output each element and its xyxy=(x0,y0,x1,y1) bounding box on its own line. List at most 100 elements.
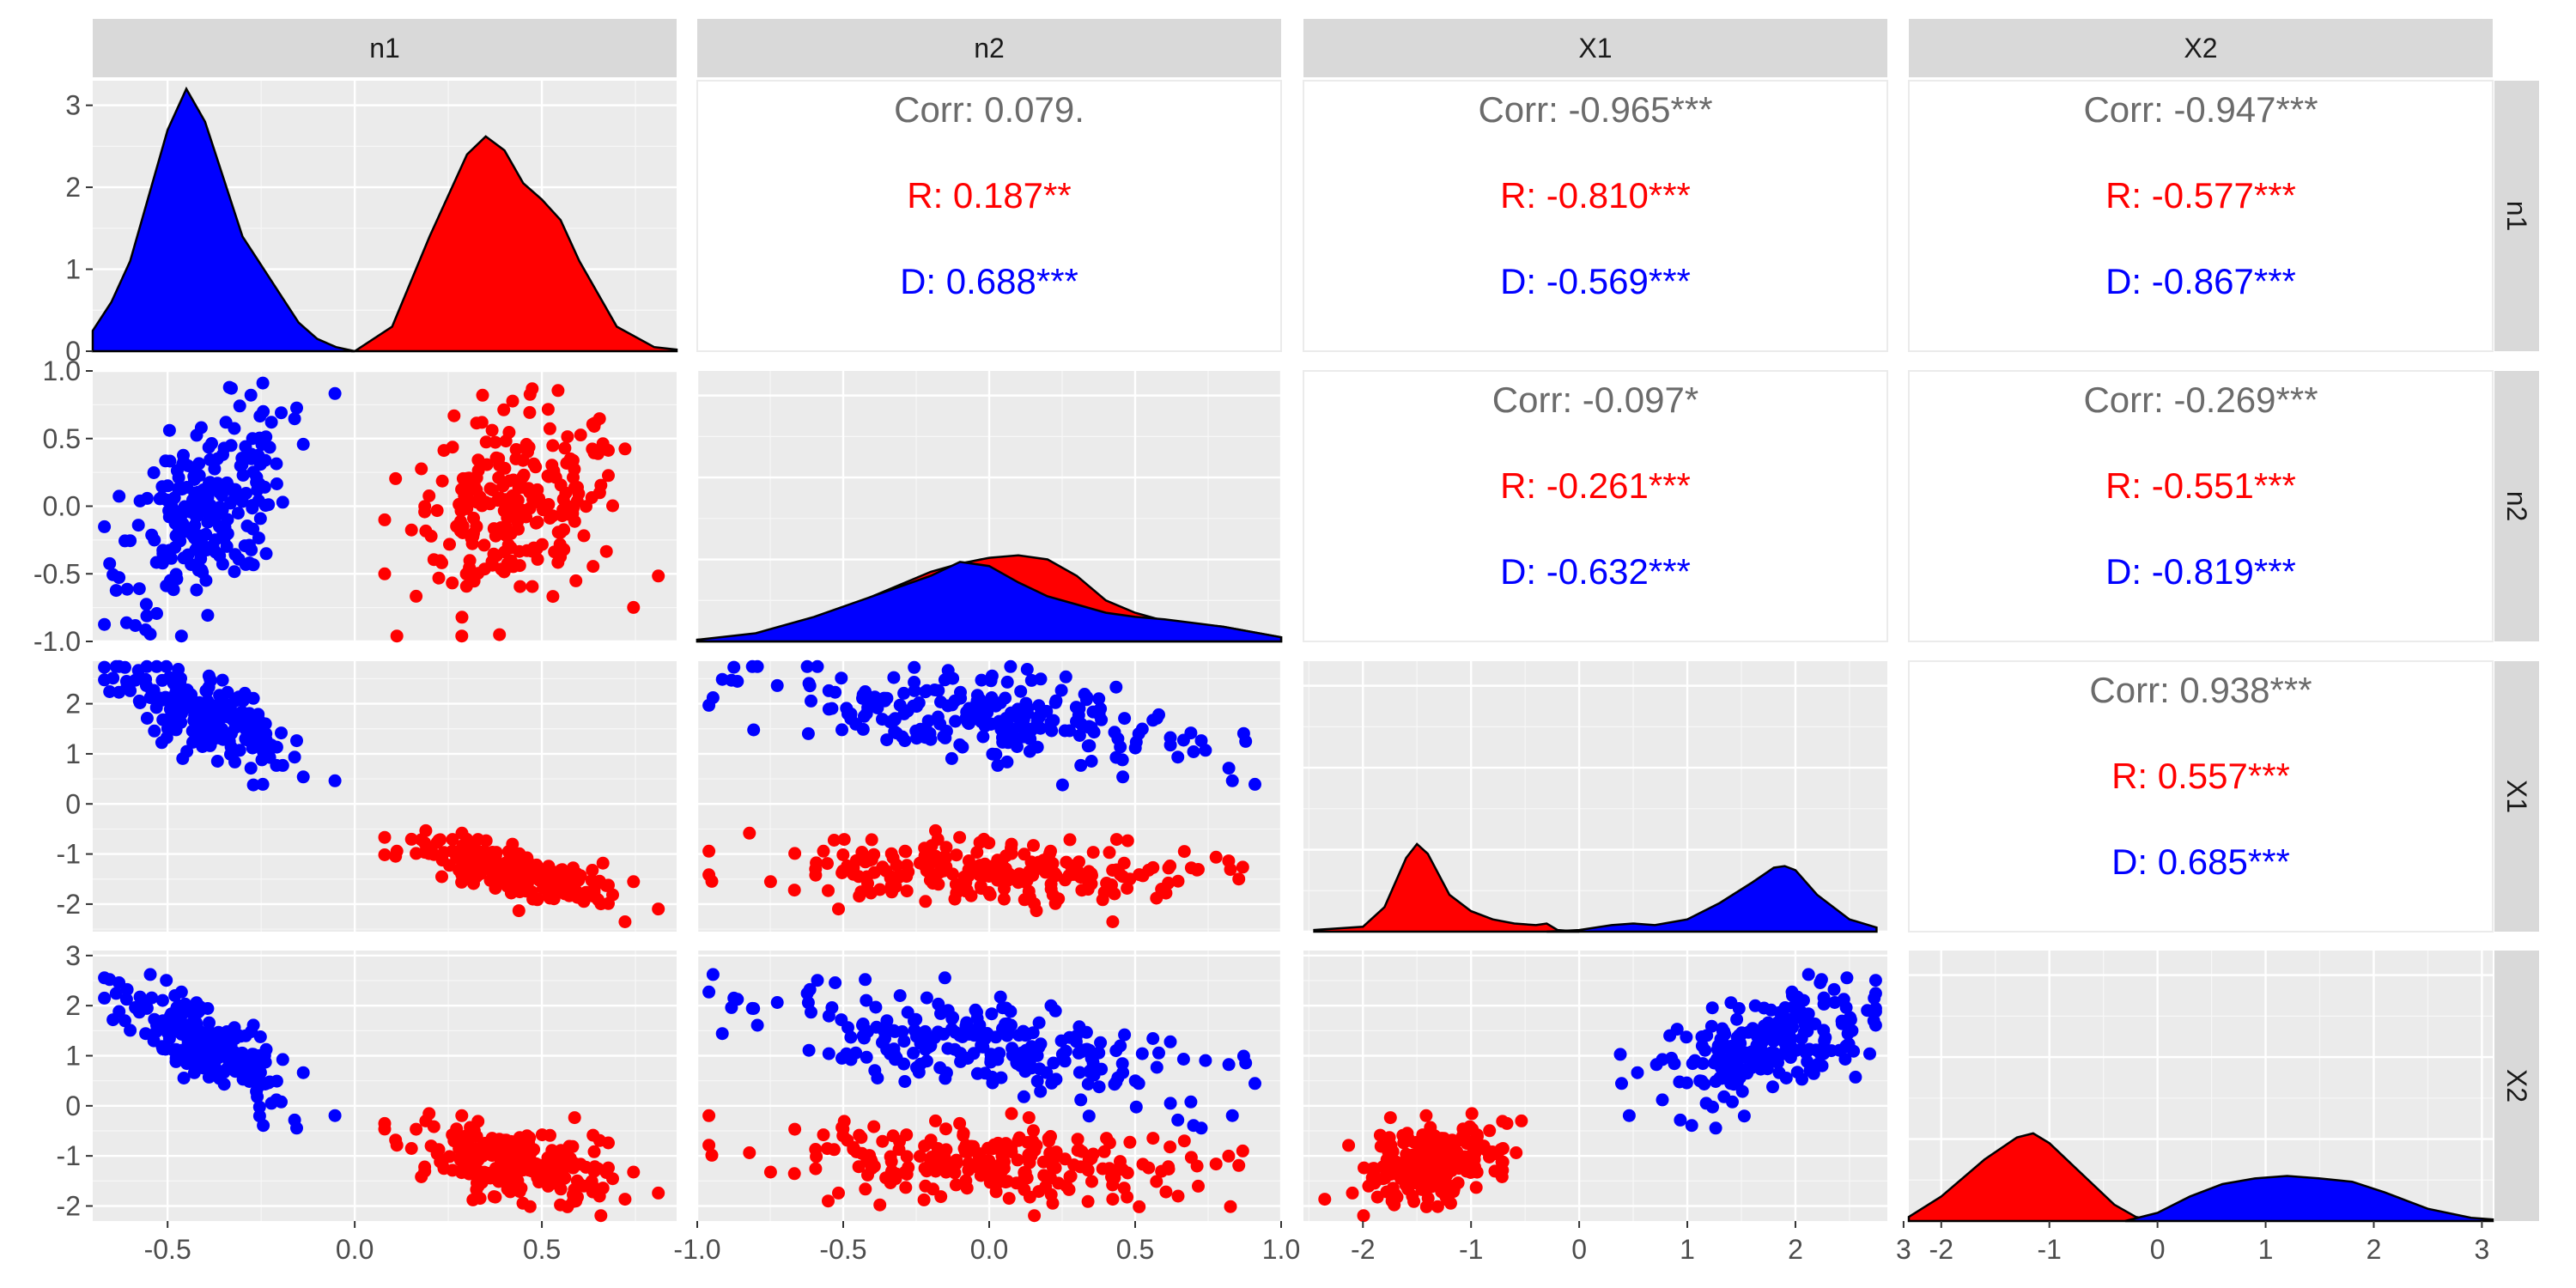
point-R xyxy=(702,868,716,882)
y-tick-label: 1 xyxy=(65,1041,81,1072)
point-D xyxy=(869,1000,883,1014)
point-D xyxy=(953,738,967,751)
point-R xyxy=(788,847,802,860)
point-R xyxy=(1435,1185,1449,1199)
point-R xyxy=(919,895,933,908)
point-D xyxy=(870,1020,884,1034)
point-D xyxy=(1849,1070,1862,1084)
point-R xyxy=(471,495,483,509)
point-R xyxy=(893,868,906,882)
point-D xyxy=(202,440,216,454)
point-R xyxy=(1005,1107,1018,1121)
point-D xyxy=(1023,744,1036,758)
point-R xyxy=(827,1143,841,1157)
point-R xyxy=(1465,1107,1479,1121)
point-D xyxy=(975,673,988,687)
point-D xyxy=(162,712,176,725)
point-D xyxy=(1118,1028,1132,1042)
point-R xyxy=(464,568,477,581)
corr-panel xyxy=(1908,370,2494,642)
point-R xyxy=(889,879,902,893)
point-R xyxy=(1155,1164,1169,1178)
point-D xyxy=(1109,1044,1123,1058)
strip-X1 xyxy=(1303,19,1887,77)
point-R xyxy=(498,461,512,475)
point-D xyxy=(985,691,999,704)
point-D xyxy=(1222,1058,1236,1072)
point-R xyxy=(763,875,777,889)
point-R xyxy=(1121,834,1134,848)
point-D xyxy=(172,471,185,484)
point-R xyxy=(434,554,447,568)
point-D xyxy=(953,1029,967,1042)
point-D xyxy=(232,1064,246,1078)
point-D xyxy=(1049,1072,1063,1086)
density-R-X1 xyxy=(1313,842,1580,933)
point-D xyxy=(193,731,207,744)
point-D xyxy=(933,717,947,731)
point-D xyxy=(975,1038,988,1052)
point-D xyxy=(192,714,206,728)
point-D xyxy=(985,1007,999,1021)
point-D xyxy=(213,1027,227,1040)
point-D xyxy=(1092,1080,1106,1094)
point-D xyxy=(203,1016,216,1030)
corr-label-corr: Corr: 0.938*** xyxy=(2089,670,2312,710)
point-R xyxy=(949,1178,963,1192)
point-D xyxy=(162,423,176,437)
point-D xyxy=(1693,1074,1707,1088)
point-D xyxy=(296,770,310,784)
point-D xyxy=(192,457,206,471)
point-R xyxy=(1346,1186,1359,1200)
point-R xyxy=(577,529,591,543)
point-D xyxy=(893,989,907,1002)
point-D xyxy=(290,734,303,748)
point-R xyxy=(852,870,866,884)
point-R xyxy=(1177,1134,1191,1148)
point-R xyxy=(500,520,513,534)
point-D xyxy=(880,1042,894,1056)
point-D xyxy=(165,698,178,712)
point-R xyxy=(541,403,555,416)
point-R xyxy=(569,574,583,587)
corr-label-corr: Corr: -0.269*** xyxy=(2083,380,2318,420)
point-D xyxy=(750,1018,764,1032)
point-R xyxy=(1026,1134,1040,1148)
point-D xyxy=(1838,1053,1852,1066)
point-R xyxy=(512,522,525,536)
point-R xyxy=(1081,1194,1095,1208)
point-D xyxy=(1719,1057,1733,1071)
point-D xyxy=(702,985,716,999)
point-R xyxy=(884,1150,897,1163)
point-D xyxy=(1072,1066,1086,1079)
point-D xyxy=(213,689,227,702)
row-strip-n1 xyxy=(2494,81,2539,351)
point-R xyxy=(1495,1170,1509,1183)
point-R xyxy=(602,444,615,457)
point-D xyxy=(1724,996,1738,1010)
point-D xyxy=(887,671,901,684)
point-D xyxy=(984,718,998,731)
point-R xyxy=(864,1153,878,1167)
point-R xyxy=(410,1122,423,1136)
point-D xyxy=(811,974,824,987)
point-D xyxy=(1082,1109,1096,1123)
point-D xyxy=(240,487,253,500)
point-R xyxy=(556,509,569,523)
point-D xyxy=(120,582,134,596)
point-R xyxy=(900,1150,914,1163)
point-R xyxy=(1365,1162,1379,1176)
point-R xyxy=(865,833,878,847)
point-D xyxy=(1772,1066,1786,1079)
point-R xyxy=(1209,850,1223,864)
point-D xyxy=(1024,673,1038,687)
point-D xyxy=(192,1004,206,1018)
point-R xyxy=(470,844,483,858)
point-R xyxy=(1515,1114,1528,1127)
point-R xyxy=(455,629,469,643)
point-R xyxy=(546,590,560,604)
y-tick-label: 3 xyxy=(65,90,81,121)
point-D xyxy=(145,528,159,542)
point-R xyxy=(937,1159,951,1173)
point-R xyxy=(502,863,516,877)
